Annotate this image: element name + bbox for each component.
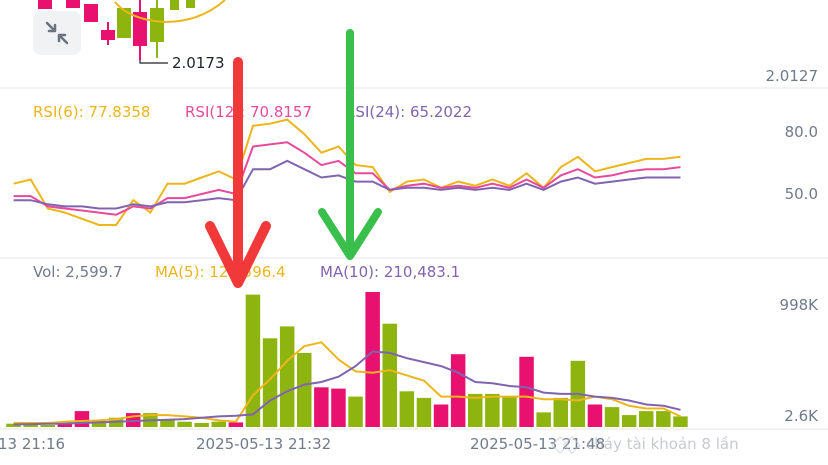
- volume-bar: [433, 404, 449, 427]
- volume-bar: [399, 391, 415, 427]
- volume-bar: [587, 404, 603, 427]
- price-candle: [66, 0, 80, 8]
- volume-bar: [314, 387, 329, 427]
- volume-bar: [91, 421, 107, 427]
- price-candle: [150, 8, 164, 42]
- volume-bar: [160, 419, 175, 427]
- volume-bar: [485, 393, 500, 427]
- volume-bar: [348, 396, 363, 427]
- volume-bar: [639, 411, 654, 427]
- ma5-line: [13, 341, 681, 424]
- rsi24-legend: RSI(24): 65.2022: [345, 103, 472, 121]
- volume-bar: [519, 356, 534, 427]
- volume-bar: [177, 421, 192, 427]
- volume-bar: [228, 422, 244, 427]
- rsi12-legend: RSI(12): 70.8157: [185, 103, 312, 121]
- volume-bar: [673, 416, 688, 427]
- volume-bar: [211, 421, 226, 427]
- volume-axis-label-max: 998K: [780, 296, 820, 314]
- price-candle: [170, 0, 179, 10]
- price-candle: [38, 0, 52, 9]
- volume-bar: [331, 388, 346, 427]
- volume-bar: [297, 352, 312, 427]
- time-label-2: 2025-05-13 21:32: [196, 435, 331, 453]
- price-candles: [38, 0, 195, 60]
- volume-bar: [279, 326, 295, 427]
- volume-bar: [262, 338, 278, 427]
- ma10-line: [13, 350, 681, 426]
- volume-bar: [382, 323, 397, 427]
- volume-bar: [23, 423, 38, 427]
- rsi-axis-label-50: 50.0: [785, 185, 818, 203]
- volume-bar: [536, 412, 551, 427]
- price-candle: [133, 12, 147, 46]
- low-price-label: 2.0173: [172, 54, 225, 72]
- volume-legend: Vol: 2,599.7: [33, 263, 123, 281]
- volume-bar: [245, 294, 261, 427]
- ma10-legend: MA(10): 210,483.1: [320, 263, 460, 281]
- volume-bar: [74, 411, 90, 427]
- volume-bar: [604, 407, 620, 427]
- price-ma-line: [114, 0, 226, 24]
- price-candle: [84, 4, 98, 22]
- volume-axis-label-min: 2.6K: [784, 407, 819, 425]
- watermark-logo-icon: [550, 435, 582, 455]
- volume-bar: [553, 397, 568, 427]
- ma5-legend: MA(5): 120,596.4: [155, 263, 286, 281]
- zoom-toggle-button[interactable]: [33, 11, 81, 55]
- green-down-arrow: [318, 29, 382, 260]
- rsi6-legend: RSI(6): 77.8358: [33, 103, 150, 121]
- volume-bars: [6, 292, 688, 427]
- volume-bar: [365, 292, 380, 427]
- low-price-leader: [139, 60, 168, 64]
- volume-bar: [6, 423, 21, 427]
- volume-bar: [40, 425, 55, 427]
- price-candle: [186, 0, 195, 8]
- watermark: cháy tài khoản 8 lần: [550, 435, 739, 455]
- volume-bar: [416, 397, 432, 427]
- watermark-text: cháy tài khoản 8 lần: [586, 435, 739, 453]
- price-candle: [101, 30, 115, 40]
- collapse-arrows-icon: [45, 21, 69, 45]
- price-candle: [117, 8, 131, 38]
- price-axis-label: 2.0127: [766, 67, 819, 85]
- volume-bar: [502, 396, 517, 427]
- volume-ma-lines: [13, 341, 681, 426]
- time-label-3: 2025-05-13 21:48: [470, 435, 605, 453]
- volume-bar: [468, 393, 483, 427]
- volume-bar: [57, 423, 73, 427]
- time-label-1: 13 21:16: [0, 435, 65, 453]
- volume-bar: [656, 411, 671, 427]
- volume-bar: [194, 423, 209, 427]
- rsi-axis-label-80: 80.0: [785, 123, 818, 141]
- volume-bar: [621, 415, 637, 427]
- red-down-arrow: [205, 57, 271, 288]
- volume-bar: [450, 354, 466, 427]
